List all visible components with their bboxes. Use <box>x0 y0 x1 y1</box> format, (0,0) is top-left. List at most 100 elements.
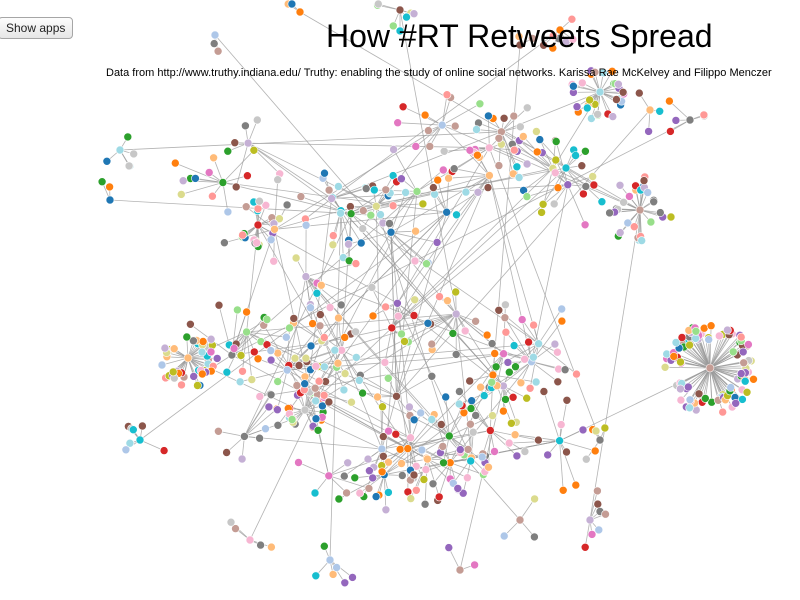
network-node <box>439 458 448 468</box>
network-node <box>499 406 508 416</box>
network-node <box>290 353 300 363</box>
network-node <box>585 515 595 525</box>
network-node <box>206 334 216 344</box>
network-edge <box>391 327 409 449</box>
network-nodes <box>97 0 758 588</box>
network-node <box>581 182 591 191</box>
network-node <box>590 68 600 77</box>
network-node <box>438 165 448 175</box>
network-node <box>665 96 674 106</box>
network-edge <box>324 342 346 374</box>
network-node <box>454 399 464 409</box>
network-node <box>428 479 438 489</box>
network-edge <box>517 150 554 169</box>
network-node <box>273 377 283 386</box>
network-node <box>373 392 382 402</box>
network-node <box>231 524 240 533</box>
network-node <box>270 225 279 234</box>
network-node <box>467 396 477 406</box>
network-node <box>368 473 378 483</box>
network-edge <box>181 182 224 195</box>
network-edge <box>381 212 448 450</box>
network-node <box>714 331 724 341</box>
network-node <box>442 207 452 217</box>
network-node <box>728 347 738 357</box>
network-edge <box>700 333 711 369</box>
network-edge <box>390 231 438 243</box>
network-node <box>572 369 581 379</box>
network-edge <box>320 314 342 351</box>
network-edge <box>244 394 272 437</box>
network-node <box>475 99 485 109</box>
network-node <box>159 446 169 455</box>
network-node <box>520 447 530 456</box>
network-node <box>316 310 325 319</box>
network-edge <box>175 162 224 183</box>
network-edge <box>680 367 711 401</box>
network-node <box>466 419 475 429</box>
network-node <box>593 110 602 119</box>
network-node <box>273 420 283 430</box>
network-node <box>484 462 493 472</box>
network-edge <box>559 440 564 491</box>
network-node <box>553 347 562 357</box>
network-edge <box>397 147 490 304</box>
network-node <box>443 296 452 306</box>
network-node <box>346 202 355 211</box>
network-node <box>444 543 454 552</box>
network-node <box>255 392 265 401</box>
network-edge <box>531 361 559 383</box>
network-edge <box>222 182 352 215</box>
network-node <box>530 532 539 542</box>
network-edge <box>665 366 711 369</box>
network-node <box>319 333 329 342</box>
network-node <box>336 300 346 310</box>
network-node <box>294 458 303 467</box>
network-edge <box>441 94 448 126</box>
network-node <box>501 300 510 310</box>
network-node <box>556 420 566 429</box>
network-node <box>572 102 582 111</box>
network-edge <box>431 313 457 345</box>
network-edge <box>488 115 490 148</box>
network-node <box>367 283 377 292</box>
network-edge <box>383 353 504 475</box>
network-node <box>623 218 633 228</box>
network-node <box>115 145 125 155</box>
network-node <box>358 206 368 215</box>
network-node <box>300 405 310 415</box>
network-node <box>563 180 573 189</box>
network-node <box>423 454 432 464</box>
network-node <box>403 444 413 453</box>
network-edge <box>214 34 457 315</box>
network-edge <box>331 29 561 199</box>
network-node <box>183 353 193 363</box>
network-node <box>551 137 561 146</box>
network-edge <box>247 142 377 207</box>
network-node <box>245 535 255 545</box>
network-node <box>744 340 753 349</box>
network-node <box>532 127 541 136</box>
network-node <box>385 219 394 228</box>
network-node <box>595 435 605 445</box>
network-node <box>466 404 476 413</box>
show-apps-button[interactable]: Show apps <box>0 17 74 39</box>
network-node <box>334 313 343 323</box>
network-node <box>191 174 200 183</box>
network-node <box>392 391 401 401</box>
network-node <box>312 288 322 298</box>
network-node <box>433 175 443 185</box>
network-node <box>391 429 401 439</box>
network-node <box>178 176 188 185</box>
network-edge <box>390 175 490 233</box>
network-node <box>209 153 218 163</box>
network-node <box>581 147 590 156</box>
network-node <box>266 355 276 365</box>
network-node <box>645 105 655 115</box>
network-edge <box>501 131 514 174</box>
network-edge <box>329 559 353 578</box>
network-node <box>350 473 360 483</box>
network-edge <box>246 313 457 333</box>
network-node <box>520 354 529 364</box>
network-node <box>567 14 577 24</box>
